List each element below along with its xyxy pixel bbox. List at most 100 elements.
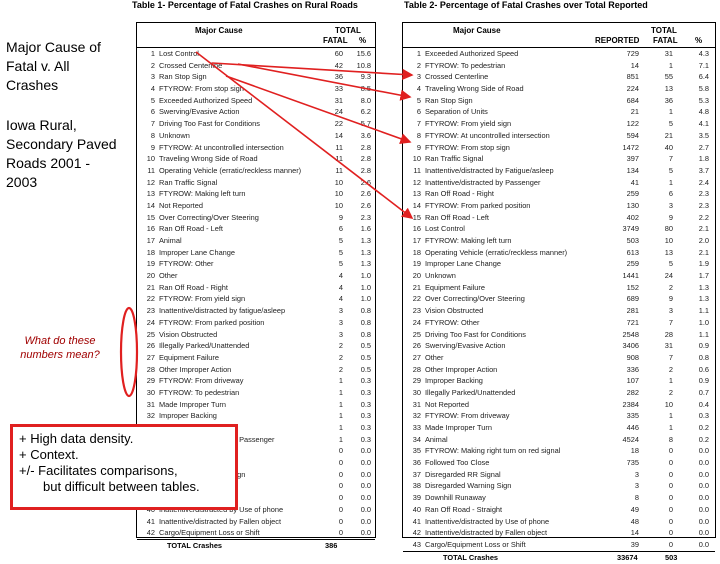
table2-pct: 2.3 [698,200,709,210]
table1-fatal: 5 [338,259,343,269]
table2-pct: 0.4 [698,399,709,409]
table1-pct: 0.0 [360,481,371,491]
table2-reported: 3749 [622,224,639,234]
table2-fatal: 2 [668,282,673,292]
table1-cause: Over Correcting/Over Steering [159,212,259,222]
table1-cause: Improper Backing [159,411,217,421]
table2-reported: 594 [626,130,639,140]
table1-row: 8 Unknown 14 3.6 [137,130,375,142]
table1-pct: 2.8 [360,142,371,152]
table2-cause: FTYROW: From driveway [425,411,510,421]
table1-cause: Other [159,271,178,281]
table2-row: 29 Improper Backing 107 1 0.9 [403,375,715,387]
table2-rank: 41 [412,516,421,526]
table2-fatal: 21 [664,130,673,140]
table1-cause: FTYROW: From parked position [159,317,265,327]
table2-reported: 397 [626,154,639,164]
table1-pct: 2.3 [360,212,371,222]
table2-fatal: 0 [668,469,673,479]
table2-row: 38 Disregarded Warning Sign 3 0 0.0 [403,480,715,492]
table1-cause: FTYROW: From yield sign [159,294,246,304]
table1-fatal: 33 [334,84,343,94]
table2-reported: 21 [630,107,639,117]
table1-rank: 20 [146,271,155,281]
table1-row: 10 Traveling Wrong Side of Road 11 2.8 [137,153,375,165]
table2: Major Cause TOTAL REPORTED FATAL % 1 Exce… [402,22,716,562]
table2-head-fatal: FATAL [653,36,678,45]
table2-rank: 37 [412,469,421,479]
table2-cause: FTYROW: From stop sign [425,142,510,152]
table2-pct: 0.2 [698,423,709,432]
table1-fatal: 0 [338,493,343,503]
table2-fatal: 2 [668,364,673,374]
table1-pct: 0.5 [360,352,371,362]
table1-row: 13 FTYROW: Making left turn 10 2.6 [137,188,375,200]
table1-fatal: 2 [338,364,343,374]
table2-row: 2 FTYROW: To pedestrian 14 1 7.1 [403,60,715,72]
table1-rank: 10 [146,154,155,164]
table2-reported: 282 [626,387,639,397]
table2-row: 43 Cargo/Equipment Loss or Shift 39 0 0.0 [403,539,715,551]
table1-cause: Not Reported [159,200,203,210]
table2-cause: Followed Too Close [425,458,490,468]
table2-rank: 32 [412,411,421,421]
table1-pct: 0.0 [360,469,371,479]
table1-cause: Inattentive/distracted by fatigue/asleep [159,306,286,316]
table2-cause: Downhill Runaway [425,493,486,503]
table1-cause: Animal [159,236,182,245]
table1-cause: Inattentive/distracted by Fallen object [159,516,282,526]
benefit-item: +/- Facilitates comparisons, [19,463,178,478]
table2-row: 31 Not Reported 2384 10 0.4 [403,399,715,411]
table2-pct: 0.6 [698,364,709,374]
table2-reported: 336 [626,364,639,374]
table2-pct: 1.1 [698,306,709,316]
table2-fatal: 31 [664,341,673,351]
table1-rank: 7 [150,119,155,129]
table1-head-total: TOTAL [335,26,361,35]
table2-rank: 27 [412,352,421,362]
table2-reported: 689 [626,294,639,304]
table1-fatal: 2 [338,352,343,362]
table1-fatal: 0 [338,469,343,479]
table2-reported: 4524 [622,434,639,444]
table2-reported: 402 [626,212,639,222]
table1-pct: 5.7 [360,119,371,129]
table2-rank: 40 [412,504,421,514]
table2-cause: Cargo/Equipment Loss or Shift [425,539,526,549]
table2-pct: 7.1 [698,60,709,70]
table2-rank: 2 [416,60,421,70]
table2-cause: Disregarded Warning Sign [425,481,512,491]
table2-reported: 107 [626,376,639,386]
table2-row: 1 Exceeded Authorized Speed 729 31 4.3 [403,48,715,60]
table1-rank: 29 [146,376,155,386]
table1-pct: 0.3 [360,423,371,432]
table2-cause: Inattentive/distracted by Use of phone [425,516,550,526]
table1-pct: 0.0 [360,458,371,468]
table2-cause: Inattentive/distracted by Fallen object [425,528,548,538]
table1-pct: 2.8 [360,165,371,175]
table1-pct: 1.0 [360,282,371,292]
table2-cause: FTYROW: From parked position [425,200,531,210]
table1-row: 21 Ran Off Road - Right 4 1.0 [137,282,375,294]
table1-cause: Equipment Failure [159,352,219,362]
table2-pct: 4.1 [698,119,709,129]
table2-row: 15 Ran Off Road - Left 402 9 2.2 [403,212,715,224]
table1-pct: 6.2 [360,107,371,117]
table1-cause: Ran Off Road - Right [159,282,228,292]
table1-row: 4 FTYROW: From stop sign 33 8.5 [137,83,375,95]
table2-fatal: 2 [668,387,673,397]
table2-fatal: 13 [664,84,673,94]
table1-fatal: 0 [338,516,343,526]
table1-cause: Other Improper Action [159,364,232,374]
table1-fatal: 60 [334,49,343,58]
table1-title: Table 1- Percentage of Fatal Crashes on … [132,0,358,10]
table2-rank: 14 [412,200,421,210]
table2-fatal: 1 [668,411,673,421]
table2-pct: 2.4 [698,177,709,187]
table2-fatal: 1 [668,177,673,187]
table1-rank: 19 [146,259,155,269]
table2-rank: 8 [416,130,421,140]
table1-rank: 3 [150,72,155,82]
table1-fatal: 4 [338,271,343,281]
table2-rank: 39 [412,493,421,503]
